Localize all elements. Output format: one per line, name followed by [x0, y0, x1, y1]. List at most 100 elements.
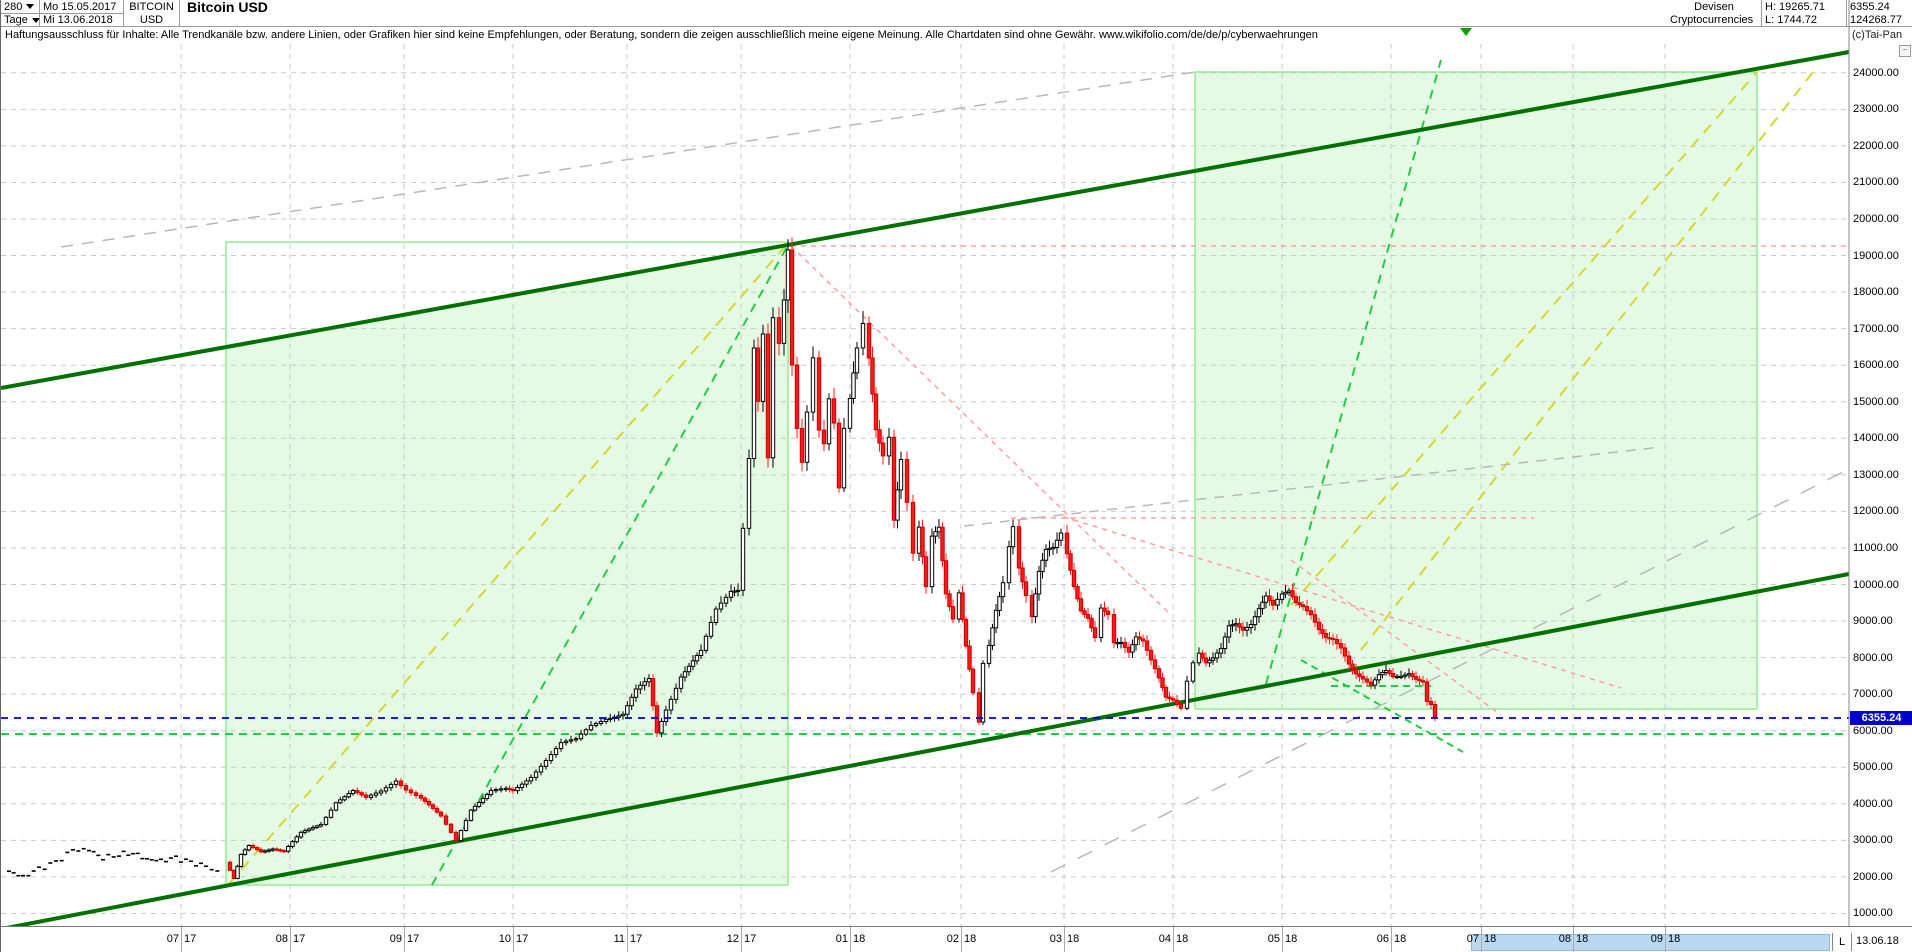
collapse-icon[interactable]: − — [1899, 45, 1911, 57]
candle-down — [398, 780, 404, 787]
time-tick — [1173, 927, 1174, 952]
chevron-down-icon — [26, 4, 35, 9]
candle-up — [956, 592, 962, 620]
candle-up — [698, 649, 704, 656]
candle-up — [723, 596, 729, 604]
candle-down — [1297, 602, 1302, 606]
candle-down — [1308, 610, 1314, 616]
candle-up — [990, 627, 995, 646]
candle-down — [1144, 640, 1150, 651]
price-tick-label: 3000.00 — [1853, 834, 1893, 847]
candle-up — [851, 372, 856, 399]
candle-up — [1230, 624, 1235, 627]
candle-up — [598, 721, 604, 725]
candle-up — [1256, 608, 1262, 618]
candle-down — [1105, 610, 1111, 616]
candle-up — [593, 723, 599, 726]
candle-down — [1338, 643, 1344, 649]
price-tick-label: 1000.00 — [1853, 907, 1893, 920]
candle-down — [1111, 614, 1117, 644]
candle-up — [310, 826, 316, 830]
category-group: Devisen — [1667, 0, 1762, 14]
candle-down — [1428, 700, 1434, 705]
candle-up — [603, 718, 609, 723]
time-tick-year: 18 — [1394, 933, 1407, 945]
candle-up — [1190, 662, 1196, 682]
candle-up — [328, 809, 334, 818]
time-tick-month: 05 — [1267, 933, 1280, 945]
candle-up — [686, 665, 692, 673]
price-tick-label: 14000.00 — [1853, 432, 1899, 445]
candle-down — [866, 322, 872, 359]
time-tick-month: 08 — [275, 933, 288, 945]
price-tick-label: 7000.00 — [1853, 688, 1893, 701]
candle-up — [841, 427, 847, 489]
candle-down — [1152, 659, 1158, 670]
candle-up — [668, 698, 674, 711]
pre-data-dash — [215, 870, 220, 872]
candle-up — [578, 733, 584, 740]
candle-down — [960, 592, 965, 620]
candle-down — [880, 442, 886, 457]
candle-up — [378, 790, 384, 794]
pre-data-dash — [21, 874, 25, 877]
period-high: H: 19265.71 — [1762, 0, 1847, 14]
pre-data-dash — [42, 868, 47, 871]
copyright-label: (c)Tai-Pan — [1852, 29, 1903, 41]
candle-up — [663, 709, 669, 722]
candle-up — [468, 809, 474, 821]
pre-data-dash — [81, 847, 86, 850]
candle-up — [503, 787, 509, 790]
candle-down — [1064, 532, 1070, 555]
yellow-right-1-line — [1290, 71, 1758, 606]
candle-up — [1394, 675, 1400, 679]
candle-up — [633, 688, 639, 698]
candle-down — [1323, 632, 1329, 639]
candle-up — [1006, 546, 1012, 584]
candle-up — [1058, 532, 1064, 541]
pink-mid-right-line — [1290, 559, 1502, 716]
trend-channel-line — [1, 572, 1850, 931]
bars-count-dropdown[interactable]: 280 — [1, 0, 40, 14]
time-tick — [627, 927, 628, 952]
candle-up — [1398, 675, 1404, 678]
time-tick-month: 07 — [1466, 933, 1479, 945]
candle-down — [1237, 623, 1242, 628]
candle-down — [755, 347, 761, 402]
time-axis-highlight-bar[interactable] — [1471, 934, 1830, 951]
candle-up — [659, 720, 664, 734]
candle-down — [403, 785, 409, 791]
candle-down — [1330, 637, 1336, 641]
pre-data-dash — [149, 859, 154, 861]
candle-down — [443, 815, 449, 825]
price-tick-label: 2000.00 — [1853, 870, 1893, 883]
candle-up — [543, 759, 549, 767]
time-tick-year: 17 — [184, 933, 197, 945]
candle-down — [877, 429, 882, 444]
time-tick — [513, 927, 514, 952]
candle-down — [910, 501, 916, 554]
candle-down — [281, 850, 287, 853]
candle-up — [484, 793, 490, 799]
date-from-field[interactable]: Mo 15.05.2017 — [40, 0, 124, 14]
candle-up — [463, 819, 469, 832]
candle-down — [1357, 673, 1362, 678]
candle-down — [422, 797, 428, 802]
time-tick — [1573, 927, 1574, 952]
candle-up — [1263, 595, 1269, 603]
candle-up — [1033, 593, 1038, 618]
candle-down — [359, 792, 364, 796]
candle-down — [1267, 595, 1272, 601]
last-bar-button[interactable]: L — [1832, 933, 1852, 951]
date-from-value: Mo 15.05.2017 — [43, 0, 117, 13]
candle-up — [718, 602, 724, 610]
candle-down — [1342, 647, 1348, 657]
candle-up — [997, 596, 1002, 611]
candle-down — [904, 458, 910, 503]
candle-up — [290, 841, 295, 847]
candle-up — [1222, 636, 1228, 650]
trend-box-outline — [1194, 71, 1758, 710]
candle-up — [342, 796, 347, 801]
candle-up — [708, 621, 714, 637]
